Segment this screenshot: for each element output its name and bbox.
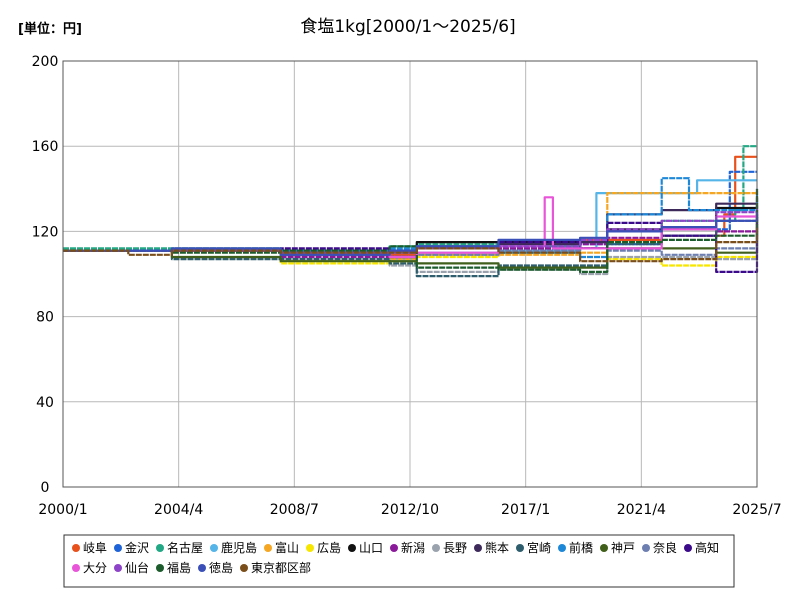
legend-swatch	[474, 544, 482, 552]
x-tick-label: 2012/10	[381, 502, 439, 518]
legend-swatch	[516, 544, 524, 552]
x-tick-label: 2021/4	[617, 502, 666, 518]
legend-swatch	[156, 564, 164, 572]
grid-lines	[62, 60, 758, 488]
series-line-13	[63, 222, 759, 259]
x-axis-ticks: 2000/1 2004/4 2008/7 2012/10 2017/1 2021/4 202…	[38, 502, 781, 518]
legend-swatch	[114, 564, 122, 572]
legend-swatch	[348, 544, 356, 552]
x-tick-label: 2004/4	[154, 502, 203, 518]
legend-swatch	[684, 544, 692, 552]
legend-label: 熊本	[485, 540, 509, 555]
legend-label: 宮崎	[527, 540, 551, 555]
series-lines	[63, 145, 759, 278]
legend-label: 高知	[695, 540, 719, 555]
legend-swatch	[264, 544, 272, 552]
x-tick-label: 2008/7	[270, 502, 319, 518]
legend-label: 福島	[167, 560, 191, 575]
legend-label: 長野	[443, 541, 467, 555]
legend-swatch	[114, 544, 122, 552]
legend-label: 岐阜	[83, 541, 107, 555]
y-tick-label: 80	[36, 310, 54, 326]
legend-label: 徳島	[209, 560, 233, 575]
legend-label: 奈良	[653, 540, 677, 555]
legend-label: 金沢	[125, 540, 149, 555]
legend-swatch	[72, 564, 80, 572]
series-line-19	[63, 227, 759, 263]
legend-swatch	[306, 544, 314, 552]
legend-label: 仙台	[125, 560, 149, 575]
legend-box	[63, 534, 735, 588]
legend-swatch	[198, 564, 206, 572]
y-tick-label: 40	[36, 395, 54, 411]
legend-label: 富山	[275, 540, 299, 555]
legend-swatch	[210, 544, 218, 552]
legend-label: 神戸	[611, 541, 635, 555]
y-tick-label: 120	[32, 224, 59, 240]
legend-label: 山口	[359, 541, 383, 555]
series-line-14	[63, 216, 759, 273]
legend-swatch	[390, 544, 398, 552]
y-tick-label: 200	[32, 54, 59, 70]
chart-title: 食塩1kg[2000/1～2025/6]	[300, 17, 515, 37]
y-tick-label: 0	[41, 480, 50, 496]
legend-label: 新潟	[401, 540, 425, 555]
legend-label: 東京都区部	[251, 560, 311, 575]
unit-label: [単位：円]	[18, 21, 82, 37]
legend-swatch	[240, 564, 248, 572]
y-tick-label: 160	[32, 139, 59, 155]
legend-swatch	[432, 544, 440, 552]
legend-swatch	[558, 544, 566, 552]
legend-swatch	[72, 544, 80, 552]
legend-swatch	[600, 544, 608, 552]
legend-label: 大分	[83, 561, 107, 575]
legend-swatch	[642, 544, 650, 552]
y-axis-ticks: 0 40 80 120 160 200	[32, 54, 59, 496]
legend-label: 名古屋	[167, 540, 203, 555]
legend-label: 広島	[317, 540, 341, 555]
x-tick-label: 2017/1	[501, 502, 550, 518]
plot-frame	[62, 60, 758, 488]
x-tick-label: 2025/7	[732, 502, 781, 518]
x-tick-label: 2000/1	[38, 502, 87, 518]
legend-label: 鹿児島	[221, 540, 257, 555]
legend-label: 前橋	[569, 540, 593, 555]
legend-swatch	[156, 544, 164, 552]
